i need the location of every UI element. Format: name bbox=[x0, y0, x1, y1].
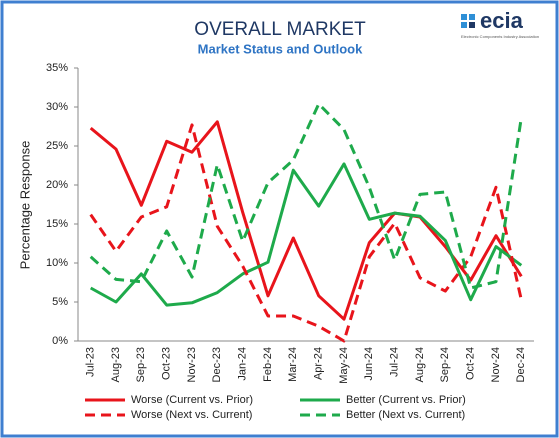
chart-title: OVERALL MARKET bbox=[194, 19, 366, 40]
y-tick-label: 25% bbox=[46, 140, 68, 152]
x-tick-label: Apr-24 bbox=[313, 347, 325, 380]
x-tick-label: Mar-24 bbox=[287, 347, 299, 382]
legend-label: Better (Next vs. Current) bbox=[346, 409, 465, 421]
y-axis-label: Percentage Response bbox=[17, 141, 32, 270]
logo-icon bbox=[469, 22, 475, 28]
x-tick-label: Dec-23 bbox=[211, 347, 223, 382]
series-line bbox=[89, 162, 523, 307]
legend-label: Worse (Next vs. Current) bbox=[131, 409, 252, 421]
logo-icon bbox=[461, 14, 467, 20]
logo-icon bbox=[469, 14, 475, 20]
y-tick-label: 15% bbox=[46, 218, 68, 230]
logo-tagline: Electronic Components Industry Associati… bbox=[461, 34, 539, 39]
y-tick-label: 30% bbox=[46, 101, 68, 113]
x-tick-label: Aug-24 bbox=[414, 347, 426, 382]
legend-label: Better (Current vs. Prior) bbox=[346, 394, 466, 406]
x-tick-label: Sep-23 bbox=[135, 347, 147, 382]
y-tick-label: 20% bbox=[46, 179, 68, 191]
x-tick-label: Sep-24 bbox=[439, 347, 451, 382]
logo-name: ecia bbox=[480, 8, 524, 33]
x-tick-label: Jan-24 bbox=[237, 347, 249, 381]
chart-subtitle: Market Status and Outlook bbox=[198, 41, 363, 56]
x-tick-label: Oct-24 bbox=[465, 347, 477, 380]
x-tick-label: Nov-23 bbox=[186, 347, 198, 382]
y-tick-label: 10% bbox=[46, 257, 68, 269]
y-tick-label: 0% bbox=[52, 335, 68, 347]
x-tick-label: Feb-24 bbox=[262, 347, 274, 382]
x-tick-label: Nov-24 bbox=[490, 347, 502, 382]
x-tick-label: Oct-23 bbox=[161, 347, 173, 380]
x-tick-label: Aug-23 bbox=[110, 347, 122, 382]
logo-icon bbox=[461, 22, 467, 28]
x-tick-label: Dec-24 bbox=[515, 347, 527, 382]
legend-label: Worse (Current vs. Prior) bbox=[131, 394, 253, 406]
x-tick-label: May-24 bbox=[338, 347, 350, 384]
x-tick-label: Jul-24 bbox=[389, 347, 401, 377]
logo: ecia Electronic Components Industry Asso… bbox=[461, 8, 539, 39]
y-tick-label: 35% bbox=[46, 62, 68, 74]
y-tick-label: 5% bbox=[52, 296, 68, 308]
x-tick-label: Jun-24 bbox=[363, 347, 375, 381]
x-tick-label: Jul-23 bbox=[85, 347, 97, 377]
